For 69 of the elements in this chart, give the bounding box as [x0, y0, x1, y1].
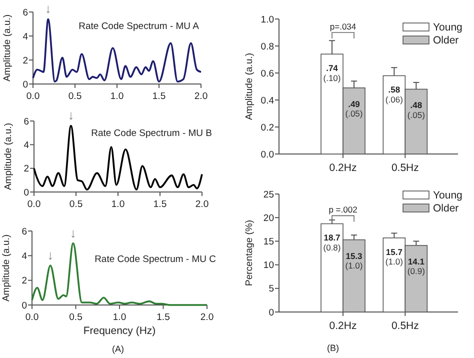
x-tick-label: 2.0	[194, 91, 208, 102]
x-axis-title: Frequency (Hz)	[83, 325, 156, 337]
y-axis-title: Amplitude (a.u.)	[2, 14, 14, 82]
x-tick-label: 0.5	[69, 199, 83, 210]
y-tick-label: 6	[24, 116, 29, 128]
data-label: 15.7 (1.0)	[385, 246, 404, 267]
y-tick-label: 2	[24, 164, 29, 175]
y-tick-label: 2	[22, 55, 28, 66]
y-tick-label: 2	[22, 276, 27, 287]
y-tick-label: 0	[22, 79, 28, 90]
x-tick-label: 1.5	[152, 91, 166, 102]
annotation: p =.002	[328, 204, 358, 215]
y-axis-title: Amplitude (a.u.)	[1, 234, 12, 302]
text: Rate Code Spectrum - MU C	[94, 254, 216, 265]
x-tick-label: 1.0	[110, 91, 124, 102]
y-tick-label: 1.0	[260, 14, 274, 26]
annotation: ↓	[44, 1, 52, 16]
y-tick-label: 6	[22, 226, 27, 238]
x-tick-label: 0.5Hz	[391, 162, 419, 174]
text: (A)	[112, 344, 124, 354]
y-tick-label: 0	[268, 307, 274, 318]
text: (B)	[327, 343, 339, 353]
y-tick-label: 0	[24, 187, 29, 198]
x-tick-label: 1.5	[156, 312, 170, 323]
y-tick-label: 0.2	[260, 122, 274, 134]
legend-label: Young	[433, 190, 463, 202]
y-tick-label: 10	[263, 260, 274, 272]
y-tick-label: 15	[263, 236, 274, 248]
y-axis-title: Amplitude (a.u.)	[244, 52, 256, 120]
data-label: 15.3 (1.0)	[345, 250, 363, 271]
x-tick-label: 2.0	[200, 312, 214, 323]
y-tick-label: 4	[22, 31, 28, 42]
y-tick-label: 6	[22, 7, 28, 18]
annotation: ↓	[47, 248, 54, 263]
annotation: ↓	[68, 108, 74, 123]
x-tick-label: 0.2Hz	[329, 162, 357, 174]
legend-label: Young	[433, 22, 463, 34]
legend-label: Older	[433, 202, 460, 215]
x-tick-label: 0.5	[68, 91, 82, 102]
text: Rate Code Spectrum - MU A	[78, 21, 200, 32]
y-axis-title: Amplitude (a.u.)	[3, 122, 14, 190]
text: Rate Code Spectrum - MU B	[91, 128, 212, 139]
data-label: .49 (.05)	[345, 98, 363, 119]
y-tick-label: 0.8	[260, 41, 274, 52]
x-tick-label: 2.0	[195, 199, 209, 210]
legend-label: Older	[433, 34, 460, 47]
y-tick-label: 4	[24, 140, 29, 151]
y-tick-label: 4	[22, 250, 27, 262]
y-tick-label: 25	[263, 189, 274, 200]
y-tick-label: 20	[263, 212, 274, 224]
data-label: 18.7 (0.8)	[323, 232, 341, 253]
x-tick-label: 0.5	[69, 312, 82, 323]
y-tick-label: 0.6	[260, 68, 274, 80]
x-tick-label: 1.5	[153, 199, 167, 210]
data-label: .58 (.06)	[385, 84, 404, 104]
annotation: p=.034	[330, 22, 356, 32]
annotation: ↓	[70, 225, 76, 240]
data-label: 14.1 (0.9)	[407, 256, 426, 276]
data-label: .74 (.10)	[323, 63, 341, 83]
x-tick-label: 0.2Hz	[329, 320, 357, 332]
y-axis-title: Percentage (%)	[244, 220, 256, 286]
y-tick-label: 0	[22, 300, 27, 312]
y-tick-label: 0.4	[260, 95, 274, 106]
y-tick-label: 5	[268, 284, 274, 295]
y-tick-label: 0.0	[260, 149, 274, 160]
x-tick-label: 0.5Hz	[391, 320, 419, 332]
data-label: .48 (.05)	[407, 100, 426, 120]
x-tick-label: 1.0	[112, 312, 126, 323]
x-tick-label: 1.0	[111, 199, 125, 210]
